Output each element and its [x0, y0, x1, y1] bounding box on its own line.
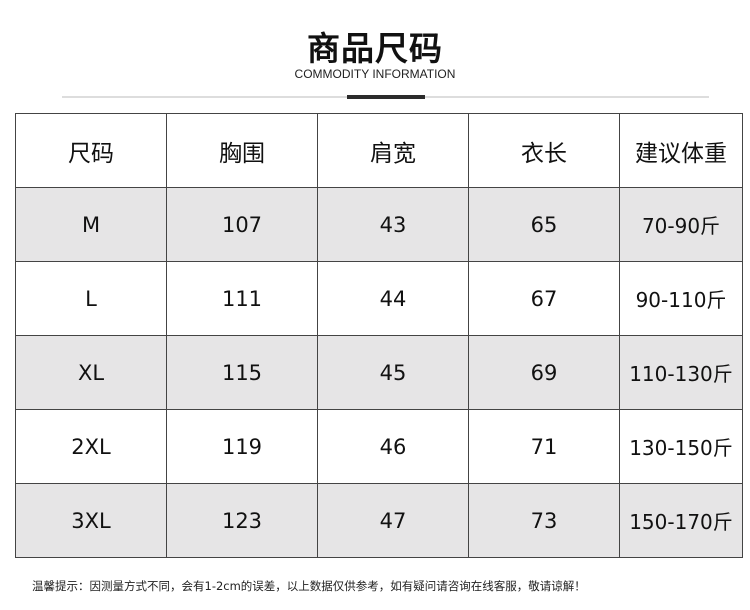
page-title: 商品尺码: [307, 29, 443, 68]
column-header: 肩宽: [317, 113, 469, 188]
table-cell: 3XL: [15, 483, 167, 558]
table-cell: 45: [317, 335, 469, 410]
table-cell: M: [15, 187, 167, 262]
table-cell: 90-110斤: [619, 261, 743, 336]
table-cell: 111: [166, 261, 318, 336]
column-header: 尺码: [15, 113, 167, 188]
divider-accent: [347, 95, 425, 99]
footer-note: 温馨提示：因测量方式不同，会有1-2cm的误差，以上数据仅供参考，如有疑问请咨询…: [32, 579, 586, 593]
column-header: 胸围: [166, 113, 318, 188]
table-cell: 150-170斤: [619, 483, 743, 558]
table-cell: 71: [468, 409, 620, 484]
table-cell: 70-90斤: [619, 187, 743, 262]
table-header-row: 尺码 胸围 肩宽 衣长 建议体重: [15, 113, 743, 188]
page-subtitle: COMMODITY INFORMATION: [294, 67, 456, 81]
table-row: L 111 44 67 90-110斤: [15, 261, 743, 336]
table-cell: 123: [166, 483, 318, 558]
table-row: XL 115 45 69 110-130斤: [15, 335, 743, 410]
table-cell: XL: [15, 335, 167, 410]
table-cell: 115: [166, 335, 318, 410]
table-row: 3XL 123 47 73 150-170斤: [15, 483, 743, 558]
size-table: 尺码 胸围 肩宽 衣长 建议体重 M 107 43 65 70-90斤 L 111 44 67 9…: [15, 113, 743, 558]
table-cell: 73: [468, 483, 620, 558]
table-cell: 119: [166, 409, 318, 484]
table-cell: 2XL: [15, 409, 167, 484]
table-cell: 65: [468, 187, 620, 262]
table-cell: 46: [317, 409, 469, 484]
table-cell: 69: [468, 335, 620, 410]
table-cell: L: [15, 261, 167, 336]
table-cell: 47: [317, 483, 469, 558]
table-cell: 110-130斤: [619, 335, 743, 410]
table-cell: 130-150斤: [619, 409, 743, 484]
table-row: 2XL 119 46 71 130-150斤: [15, 409, 743, 484]
column-header: 衣长: [468, 113, 620, 188]
table-cell: 44: [317, 261, 469, 336]
column-header: 建议体重: [619, 113, 743, 188]
table-cell: 107: [166, 187, 318, 262]
table-row: M 107 43 65 70-90斤: [15, 187, 743, 262]
table-cell: 43: [317, 187, 469, 262]
table-cell: 67: [468, 261, 620, 336]
